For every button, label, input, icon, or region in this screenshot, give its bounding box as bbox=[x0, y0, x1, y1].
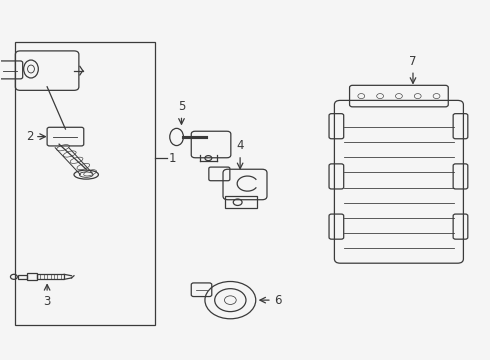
Text: 2: 2 bbox=[26, 130, 33, 143]
Text: 3: 3 bbox=[44, 296, 51, 309]
Text: 1: 1 bbox=[168, 152, 176, 165]
Text: 5: 5 bbox=[178, 100, 185, 113]
Bar bbox=[225, 196, 257, 208]
Bar bbox=[37, 274, 64, 279]
Bar bbox=[26, 273, 37, 280]
Bar bbox=[18, 275, 26, 279]
Text: 4: 4 bbox=[236, 139, 244, 152]
Text: 7: 7 bbox=[409, 55, 416, 68]
Bar bbox=[15, 42, 155, 325]
Text: 6: 6 bbox=[274, 294, 282, 307]
